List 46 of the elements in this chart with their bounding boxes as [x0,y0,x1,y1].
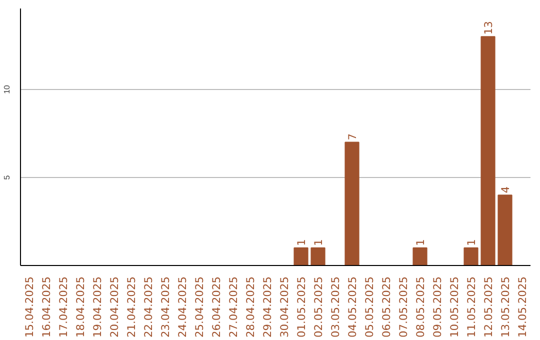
x-tick-label: 03.05.2025 [329,276,342,338]
x-tick-label: 01.05.2025 [295,276,308,338]
x-tick-label: 02.05.2025 [312,276,325,338]
data-label: 13 [482,21,495,35]
x-tick-label: 20.04.2025 [108,276,121,338]
bar [498,194,512,266]
data-label: 1 [295,239,308,246]
x-tick-label: 12.05.2025 [482,276,495,338]
x-tick-label: 21.04.2025 [125,276,138,338]
x-tick-label: 06.05.2025 [380,276,393,338]
x-tick-label: 04.05.2025 [346,276,359,338]
x-tick-label: 22.04.2025 [142,276,155,338]
x-tick-label: 07.05.2025 [397,276,410,338]
bar [310,247,326,266]
x-tick-label: 11.05.2025 [465,276,478,338]
x-tick-label: 13.05.2025 [499,276,512,338]
x-tick-label: 25.04.2025 [193,276,206,338]
bar [344,142,360,266]
y-tick-label: 5 [2,174,12,180]
x-tick-label: 23.04.2025 [159,276,172,338]
x-tick-label: 24.04.2025 [176,276,189,338]
x-tick-label: 27.04.2025 [227,276,240,338]
x-tick-label: 29.04.2025 [261,276,274,338]
x-tick-label: 15.04.2025 [23,276,36,338]
data-label: 1 [312,239,325,246]
bar [464,247,478,266]
x-tick-label: 16.04.2025 [40,276,53,338]
x-tick-label: 18.04.2025 [74,276,87,338]
data-label: 7 [346,134,359,140]
bar [412,247,428,266]
bar [480,36,496,266]
x-tick-label: 08.05.2025 [414,276,427,338]
bar [294,247,308,266]
data-label: 1 [414,239,427,246]
x-tick-label: 30.04.2025 [278,276,291,338]
y-tick-label: 10 [2,84,12,94]
data-label: 1 [465,239,478,246]
x-tick-label: 10.05.2025 [448,276,461,338]
x-tick-label: 28.04.2025 [244,276,257,338]
data-label: 4 [499,186,512,194]
x-tick-label: 17.04.2025 [57,276,70,338]
x-tick-label: 26.04.2025 [210,276,223,338]
x-tick-label: 14.05.2025 [516,276,529,338]
x-tick-label: 05.05.2025 [363,276,376,338]
x-tick-label: 19.04.2025 [91,276,104,338]
x-tick-label: 09.05.2025 [431,276,444,338]
